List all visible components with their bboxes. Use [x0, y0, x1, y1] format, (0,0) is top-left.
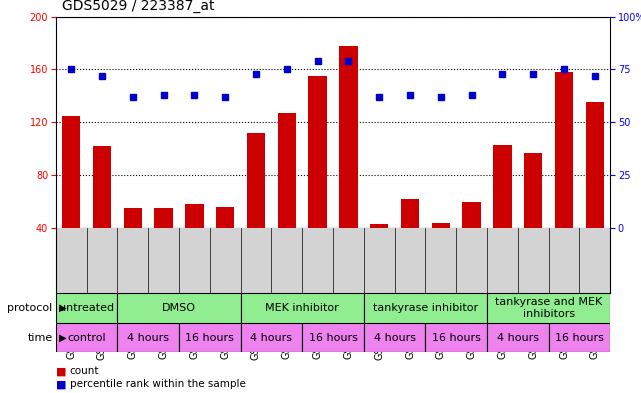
Bar — [117, 323, 179, 352]
Text: DMSO: DMSO — [162, 303, 196, 313]
Bar — [549, 323, 610, 352]
Bar — [401, 199, 419, 281]
Bar — [93, 146, 112, 281]
Text: ■: ■ — [56, 379, 66, 389]
Bar — [493, 145, 512, 281]
Text: GDS5029 / 223387_at: GDS5029 / 223387_at — [62, 0, 215, 13]
Text: MEK inhibitor: MEK inhibitor — [265, 303, 339, 313]
Text: protocol: protocol — [7, 303, 53, 313]
Text: percentile rank within the sample: percentile rank within the sample — [70, 379, 246, 389]
Text: 4 hours: 4 hours — [374, 332, 415, 343]
Bar — [431, 223, 450, 281]
Bar — [302, 323, 364, 352]
Bar — [62, 116, 80, 281]
Text: tankyrase inhibitor: tankyrase inhibitor — [373, 303, 478, 313]
Bar — [308, 76, 327, 281]
Bar — [154, 208, 173, 281]
Text: tankyrase and MEK
inhibitors: tankyrase and MEK inhibitors — [495, 298, 603, 319]
Bar — [247, 133, 265, 281]
Bar — [426, 323, 487, 352]
Bar — [240, 293, 364, 323]
Text: ▶: ▶ — [56, 332, 67, 343]
Bar — [216, 207, 235, 281]
Text: count: count — [70, 366, 99, 376]
Bar — [487, 293, 610, 323]
Text: 4 hours: 4 hours — [127, 332, 169, 343]
Bar — [462, 202, 481, 281]
Bar — [240, 323, 302, 352]
Bar — [56, 323, 117, 352]
Text: 16 hours: 16 hours — [555, 332, 604, 343]
Text: 4 hours: 4 hours — [251, 332, 292, 343]
Text: ▶: ▶ — [56, 303, 67, 313]
Bar — [370, 224, 388, 281]
Text: control: control — [67, 332, 106, 343]
Text: ■: ■ — [56, 366, 66, 376]
Text: time: time — [28, 332, 53, 343]
Bar — [524, 152, 542, 281]
Bar — [586, 103, 604, 281]
Bar — [124, 208, 142, 281]
Text: 4 hours: 4 hours — [497, 332, 539, 343]
Text: untreated: untreated — [59, 303, 114, 313]
Bar — [179, 323, 240, 352]
Text: 16 hours: 16 hours — [432, 332, 481, 343]
Bar — [117, 293, 240, 323]
Bar — [487, 323, 549, 352]
Text: 16 hours: 16 hours — [308, 332, 358, 343]
Bar — [364, 293, 487, 323]
Bar — [364, 323, 426, 352]
Bar — [56, 293, 117, 323]
Bar — [278, 113, 296, 281]
Bar — [185, 204, 204, 281]
Text: 16 hours: 16 hours — [185, 332, 234, 343]
Bar — [339, 46, 358, 281]
Bar — [554, 72, 573, 281]
